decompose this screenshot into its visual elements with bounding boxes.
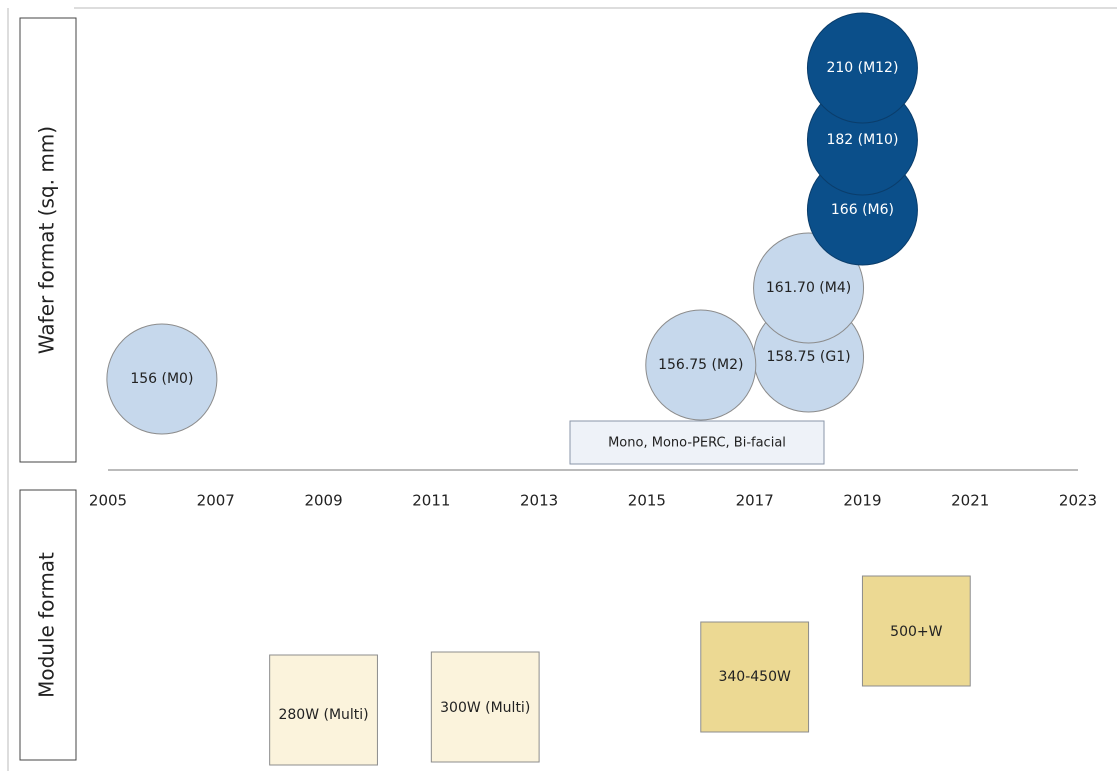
note-box xyxy=(569,420,825,465)
wafer-bubble xyxy=(645,309,757,421)
module-label: 500+W xyxy=(890,624,942,640)
module-axis-label: Module format xyxy=(35,552,59,698)
module-box xyxy=(700,621,810,733)
year-label: 2023 xyxy=(1059,492,1097,510)
wafer-label: 158.75 (G1) xyxy=(766,349,850,365)
wafer-label-box xyxy=(19,17,77,463)
module-label-box xyxy=(19,489,77,761)
wafer-label: 182 (M10) xyxy=(826,132,898,148)
wafer-label: 156.75 (M2) xyxy=(658,357,743,373)
wafer-bubble xyxy=(106,323,218,435)
module-box xyxy=(269,654,378,766)
year-label: 2011 xyxy=(412,492,450,510)
year-label: 2013 xyxy=(520,492,558,510)
wafer-bubble xyxy=(753,232,865,344)
note: Mono, Mono-PERC, Bi-facial xyxy=(608,436,786,451)
year-label: 2009 xyxy=(304,492,342,510)
year-label: 2019 xyxy=(843,492,881,510)
year-label: 2007 xyxy=(197,492,235,510)
module-box xyxy=(430,651,540,763)
wafer-label: 161.70 (M4) xyxy=(766,280,851,296)
wafer-bubble xyxy=(806,12,918,124)
wafer-label: 166 (M6) xyxy=(831,202,894,218)
year-label: 2021 xyxy=(951,492,989,510)
wafer-axis-label: Wafer format (sq. mm) xyxy=(35,126,59,354)
module-label: 340-450W xyxy=(718,669,790,685)
wafer-label: 210 (M12) xyxy=(826,60,898,76)
year-label: 2015 xyxy=(628,492,666,510)
module-label: 300W (Multi) xyxy=(440,700,530,716)
module-box xyxy=(861,575,971,687)
wafer-label: 156 (M0) xyxy=(130,371,193,387)
year-label: 2005 xyxy=(89,492,127,510)
module-label: 280W (Multi) xyxy=(278,707,368,723)
year-label: 2017 xyxy=(736,492,774,510)
